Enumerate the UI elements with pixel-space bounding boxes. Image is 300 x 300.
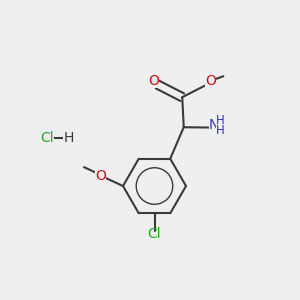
Text: Cl: Cl — [148, 227, 161, 241]
Text: O: O — [95, 169, 106, 182]
Text: O: O — [205, 74, 216, 88]
Text: N: N — [209, 118, 219, 132]
Text: H: H — [216, 124, 224, 137]
Text: O: O — [148, 74, 160, 88]
Text: Cl: Cl — [40, 131, 54, 145]
Text: H: H — [63, 131, 74, 145]
Text: H: H — [216, 114, 224, 127]
